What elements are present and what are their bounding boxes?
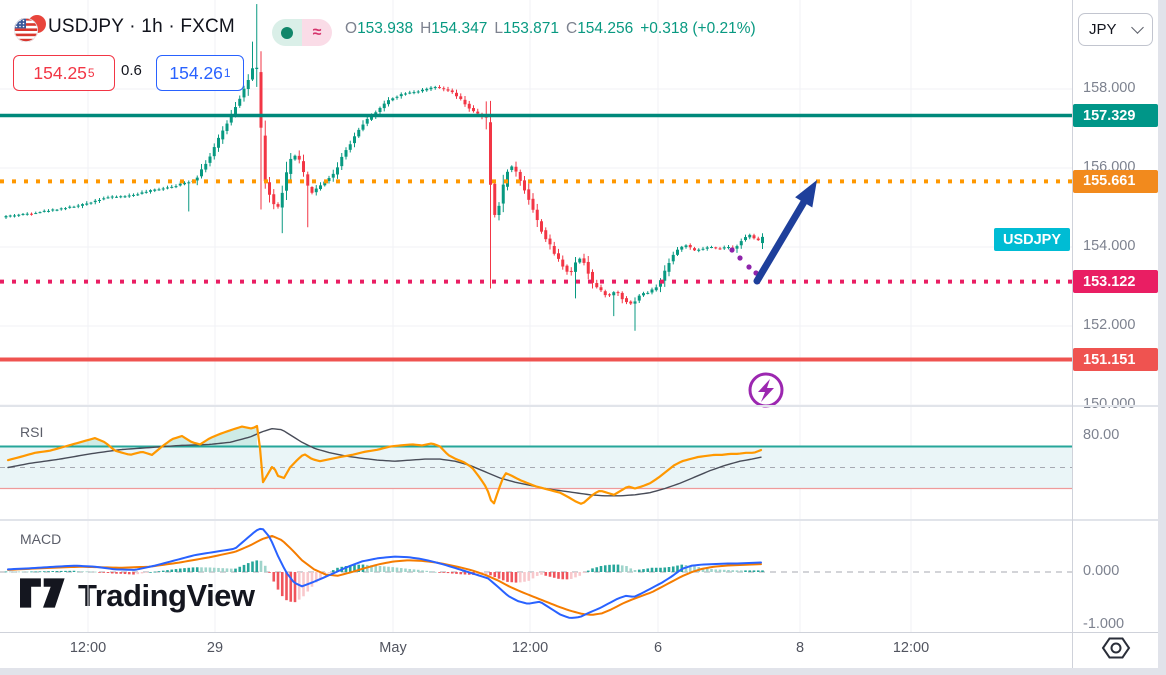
tradingview-watermark: TradingView: [20, 572, 255, 619]
time-axis-border: [0, 632, 1166, 633]
buy-ask-button[interactable]: 154.26 1: [156, 55, 244, 91]
time-axis[interactable]: 12:00 29 May 12:00 6 8 12:00: [0, 633, 1166, 668]
macd-tick-label: -1.000: [1083, 616, 1125, 632]
market-open-dot-icon: [281, 26, 293, 39]
forecast-drawing[interactable]: [729, 180, 817, 285]
rsi-tick-label: 80.00: [1083, 427, 1120, 443]
rsi-pane: [0, 424, 1072, 505]
flash-event-icon[interactable]: [748, 372, 784, 408]
settings-hexagon-icon[interactable]: [1100, 634, 1132, 667]
market-open-pill[interactable]: [272, 19, 302, 46]
price-tick-label: 158.000: [1083, 80, 1136, 96]
rsi-pane-label: RSI: [20, 424, 44, 440]
timezone-settings-cell[interactable]: [1073, 633, 1158, 668]
tradingview-logo-icon: [20, 572, 66, 619]
pane-separator-main-rsi[interactable]: [0, 405, 1166, 407]
right-scroll-strip[interactable]: [1158, 0, 1166, 675]
pane-separator-rsi-macd[interactable]: [0, 519, 1166, 521]
bid-price-sup: 5: [87, 66, 95, 80]
watermark-text: TradingView: [78, 577, 255, 613]
currency-unit-button[interactable]: JPY: [1078, 13, 1153, 46]
macd-tick-label: 0.000: [1083, 563, 1120, 579]
price-axis[interactable]: JPY 158.000 156.000 154.000 152.000 150.000 1…: [1073, 0, 1158, 668]
grid-layer: [0, 0, 1072, 632]
horizontal-levels-layer[interactable]: [0, 113, 1072, 362]
time-tick-label: May: [379, 640, 407, 656]
price-level-badge: 153.122: [1073, 270, 1158, 294]
price-axis-border: [1072, 0, 1073, 668]
ohlc-readout: O153.938 H154.347 L153.871 C154.256 +0.3…: [345, 20, 756, 37]
spread-value: 0.6: [121, 62, 142, 79]
bid-price: 154.25: [33, 62, 87, 83]
price-level-badge: 157.329: [1073, 104, 1158, 127]
time-tick-label: 8: [795, 640, 805, 656]
price-tick-label: 154.000: [1083, 238, 1136, 254]
price-level-badge: 151.151: [1073, 348, 1158, 372]
time-tick-label: 29: [206, 640, 224, 656]
change-readout: +0.318 (+0.21%): [640, 20, 756, 37]
approx-icon: ≈: [312, 23, 322, 41]
candles-layer: [4, 4, 764, 331]
time-tick-label: 12:00: [69, 640, 107, 656]
ask-price: 154.26: [169, 62, 223, 83]
bottom-scroll-strip[interactable]: [0, 668, 1166, 675]
symbol-price-label: USDJPY: [994, 228, 1070, 251]
symbol-flag-icon: [12, 14, 48, 49]
price-tick-label: 152.000: [1083, 317, 1136, 333]
macd-pane-label: MACD: [20, 531, 62, 547]
time-tick-label: 12:00: [511, 640, 549, 656]
chevron-down-icon: [1131, 21, 1144, 34]
ask-price-sup: 1: [223, 66, 231, 80]
currency-unit-label: JPY: [1089, 21, 1117, 38]
sell-bid-button[interactable]: 154.25 5: [13, 55, 115, 91]
symbol-title[interactable]: USDJPY · 1h · FXCM: [48, 16, 235, 37]
market-status-toggle[interactable]: ≈: [272, 19, 332, 46]
price-tick-label: 150.000: [1083, 396, 1136, 412]
time-tick-label: 6: [653, 640, 663, 656]
price-level-badge: 155.661: [1073, 169, 1158, 193]
approx-price-pill[interactable]: ≈: [302, 19, 332, 46]
time-tick-label: 12:00: [892, 640, 930, 656]
